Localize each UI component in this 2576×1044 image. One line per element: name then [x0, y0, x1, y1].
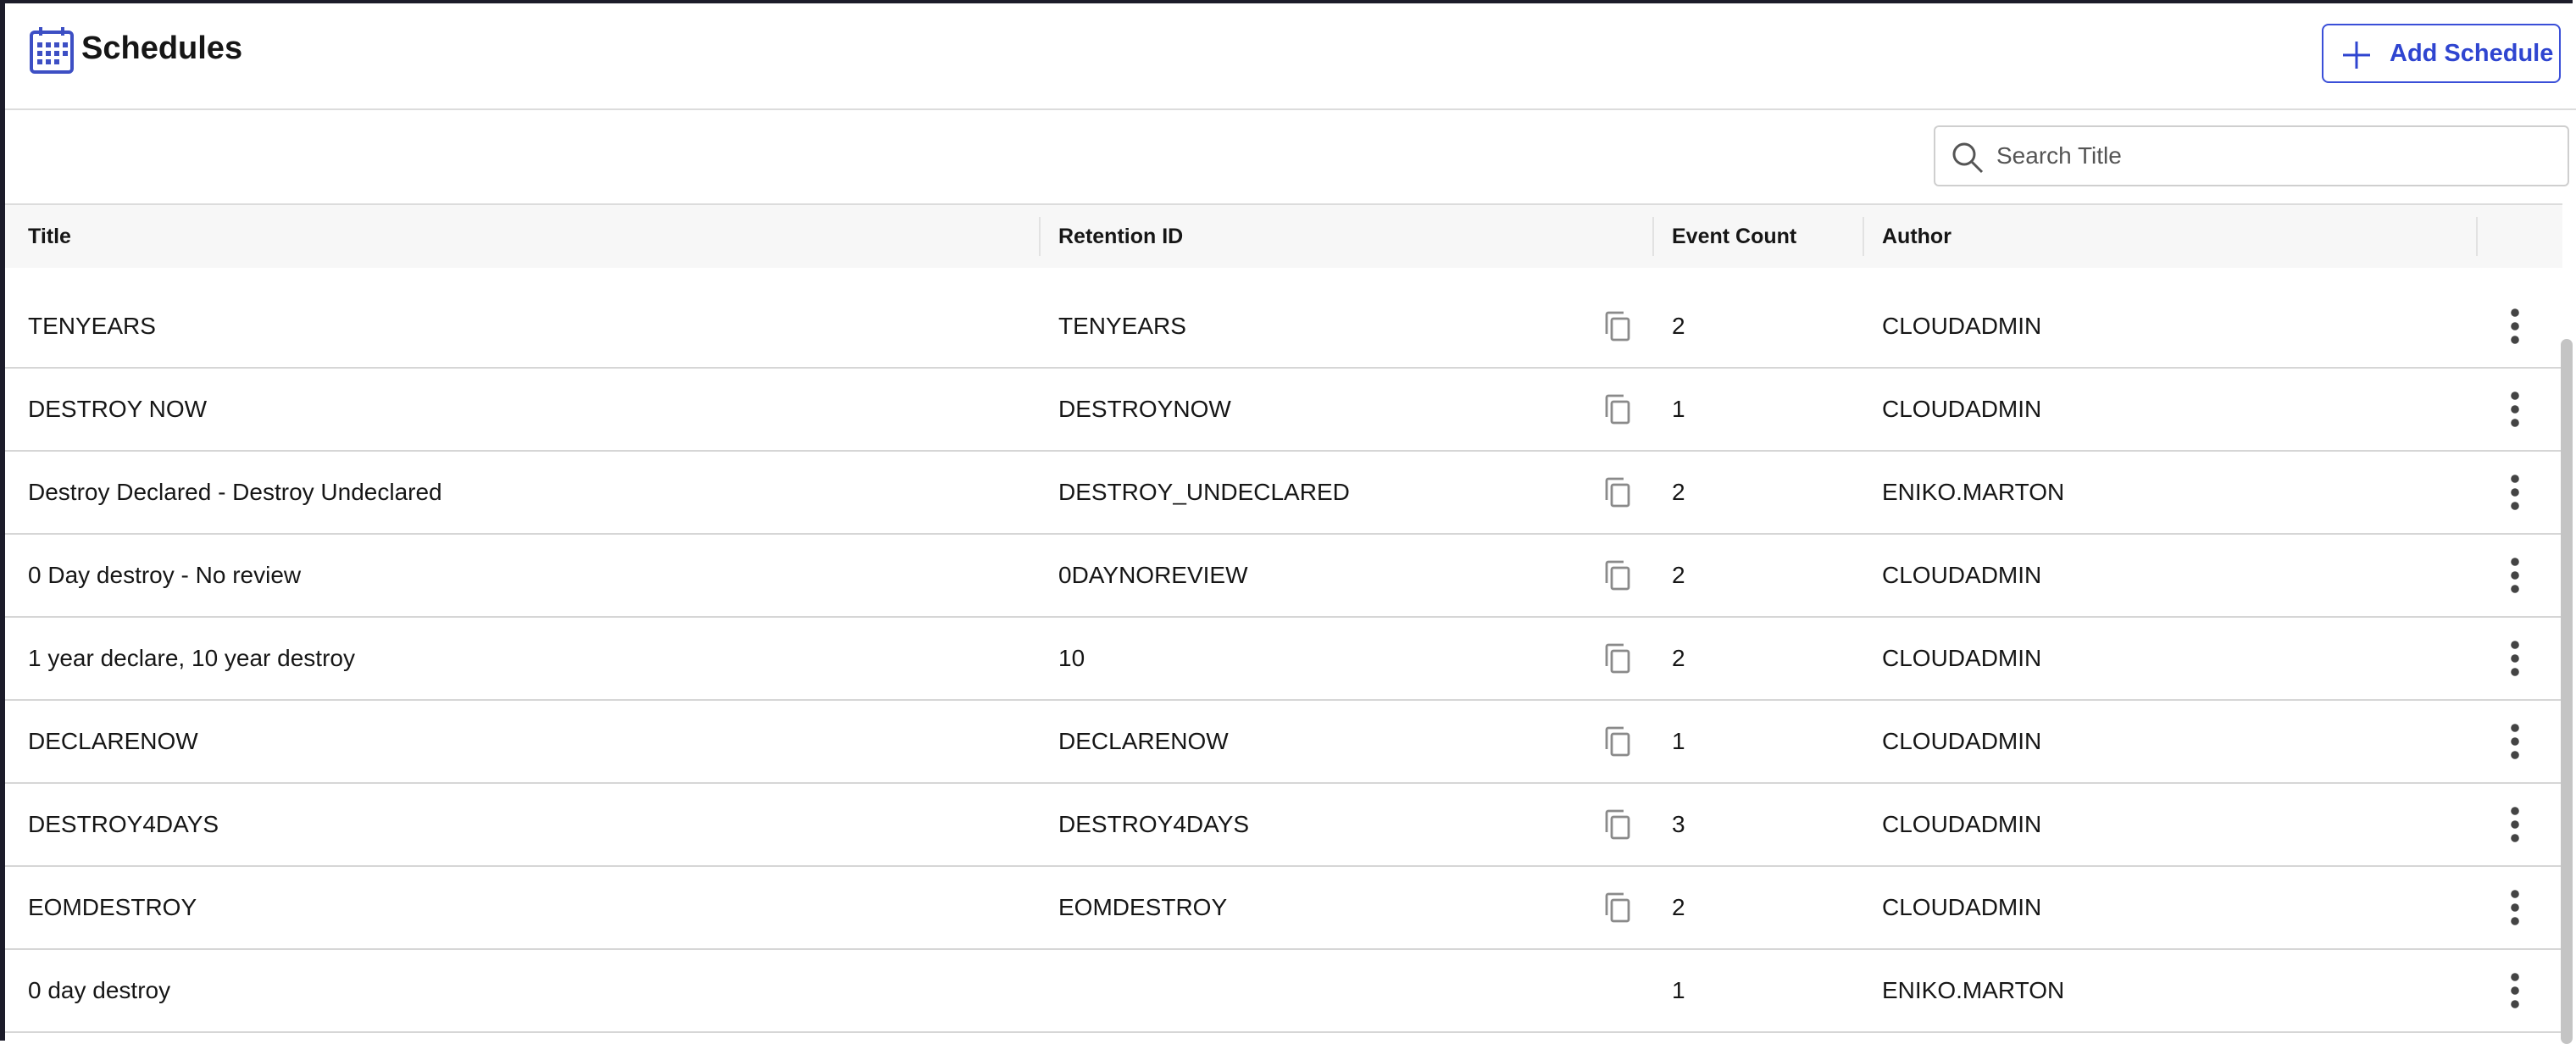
table-row[interactable]: DESTROY NOW DESTROYNOW 1 CLOUDADMIN: [5, 369, 2562, 452]
row-menu-button[interactable]: [2510, 723, 2520, 760]
copy-button[interactable]: [1603, 808, 1632, 841]
icon: [2511, 392, 2519, 427]
icon: [2511, 558, 2519, 593]
table-cell: 1: [1672, 977, 1685, 1003]
table-row[interactable]: Destroy Declared - Destroy Undeclared DES…: [5, 452, 2562, 535]
column-header[interactable]: Event Count: [1672, 225, 1797, 248]
table-cell: CLOUDADMIN: [1882, 562, 2042, 588]
table-cell: CLOUDADMIN: [1882, 894, 2042, 920]
copy-button[interactable]: [1603, 310, 1632, 342]
plus-icon: [2343, 42, 2370, 69]
table-cell: TENYEARS: [28, 313, 156, 339]
table-row[interactable]: DECLARENOW DECLARENOW 1 CLOUDADMIN: [5, 701, 2562, 784]
table-cell: DESTROY4DAYS: [1058, 811, 1250, 837]
search-placeholder: Search Title: [1996, 142, 2122, 169]
icon: [1605, 477, 1630, 508]
icon: [2511, 641, 2519, 676]
table-cell: DECLARENOW: [28, 728, 198, 754]
table-cell: EOMDESTROY: [28, 894, 197, 920]
copy-button[interactable]: [1603, 559, 1632, 591]
icon: [1605, 394, 1630, 425]
icon: [2511, 807, 2519, 842]
table-row[interactable]: 1 year declare, 10 year destroy 10 2 CLOUDA…: [5, 618, 2562, 701]
table-cell: CLOUDADMIN: [1882, 645, 2042, 671]
table-cell: 2: [1672, 894, 1685, 920]
column-separator: [1039, 217, 1041, 256]
table-cell: CLOUDADMIN: [1882, 811, 2042, 837]
icon: [1605, 311, 1630, 342]
table-cell: DESTROYNOW: [1058, 396, 1231, 422]
table-cell: 10: [1058, 645, 1085, 671]
table-cell: CLOUDADMIN: [1882, 728, 2042, 754]
copy-button[interactable]: [1603, 891, 1632, 924]
search-input[interactable]: Search Title: [1934, 125, 2569, 186]
button-label: Add Schedule: [2390, 39, 2554, 67]
table-cell: 1: [1672, 728, 1685, 754]
table-cell: DESTROY NOW: [28, 396, 208, 422]
copy-button[interactable]: [1603, 642, 1632, 675]
copy-button[interactable]: [1603, 393, 1632, 425]
table-cell: DECLARENOW: [1058, 728, 1229, 754]
icon: [2511, 724, 2519, 759]
table-cell: EOMDESTROY: [1058, 894, 1228, 920]
table-cell: 2: [1672, 479, 1685, 505]
table-cell: CLOUDADMIN: [1882, 313, 2042, 339]
table-cell: DESTROY4DAYS: [28, 811, 219, 837]
column-header[interactable]: Title: [28, 225, 71, 248]
table-cell: TENYEARS: [1058, 313, 1186, 339]
icon: [1605, 809, 1630, 840]
copy-button[interactable]: [1603, 725, 1632, 758]
row-menu-button[interactable]: [2510, 806, 2520, 843]
column-separator: [1652, 217, 1654, 256]
row-menu-button[interactable]: [2510, 557, 2520, 594]
table-row[interactable]: EOMDESTROY EOMDESTROY 2 CLOUDADMIN: [5, 867, 2562, 950]
row-menu-button[interactable]: [2510, 391, 2520, 428]
row-menu-button[interactable]: [2510, 972, 2520, 1009]
column-header[interactable]: Retention ID: [1058, 225, 1184, 248]
icon: [1605, 892, 1630, 923]
table-cell: DESTROY_UNDECLARED: [1058, 479, 1350, 505]
table-cell: 1: [1672, 396, 1685, 422]
icon: [2511, 475, 2519, 510]
table-cell: CLOUDADMIN: [1882, 396, 2042, 422]
add-schedule-button[interactable]: Add Schedule: [2322, 24, 2561, 83]
table-cell: ENIKO.MARTON: [1882, 479, 2065, 505]
icon: [1605, 643, 1630, 674]
icon: [2511, 973, 2519, 1008]
table-cell: 2: [1672, 645, 1685, 671]
table-cell: 1 year declare, 10 year destroy: [28, 645, 355, 671]
row-menu-button[interactable]: [2510, 474, 2520, 511]
table-cell: ENIKO.MARTON: [1882, 977, 2065, 1003]
table-cell: 2: [1672, 313, 1685, 339]
copy-button[interactable]: [1603, 476, 1632, 508]
table-row[interactable]: DESTROY4DAYS DESTROY4DAYS 3 CLOUDADMIN: [5, 784, 2562, 867]
icon: [1605, 726, 1630, 757]
icon: [2511, 890, 2519, 925]
calendar-icon: [30, 27, 74, 74]
column-separator: [1863, 217, 1864, 256]
table-cell: 2: [1672, 562, 1685, 588]
table-cell: 0DAYNOREVIEW: [1058, 562, 1248, 588]
table-row[interactable]: 0 Day destroy - No review 0DAYNOREVIEW 2 CL…: [5, 535, 2562, 618]
icon: [2511, 308, 2519, 344]
table-row[interactable]: TENYEARS TENYEARS 2 CLOUDADMIN: [5, 286, 2562, 369]
page-title: Schedules: [81, 31, 243, 66]
search-icon: [1952, 142, 1984, 174]
table-cell: 0 day destroy: [28, 977, 171, 1003]
header: [5, 3, 2576, 110]
table-cell: 0 Day destroy - No review: [28, 562, 302, 588]
table-header: Title Retention ID Event Count Author: [5, 203, 2562, 268]
column-header[interactable]: Author: [1882, 225, 1951, 248]
table-row[interactable]: 0 day destroy 1 ENIKO.MARTON: [5, 950, 2562, 1033]
row-menu-button[interactable]: [2510, 308, 2520, 345]
icon: [1605, 560, 1630, 591]
column-separator: [2476, 217, 2478, 256]
table-cell: Destroy Declared - Destroy Undeclared: [28, 479, 442, 505]
row-menu-button[interactable]: [2510, 640, 2520, 677]
table-cell: 3: [1672, 811, 1685, 837]
row-menu-button[interactable]: [2510, 889, 2520, 926]
scrollbar[interactable]: [2561, 339, 2573, 1044]
